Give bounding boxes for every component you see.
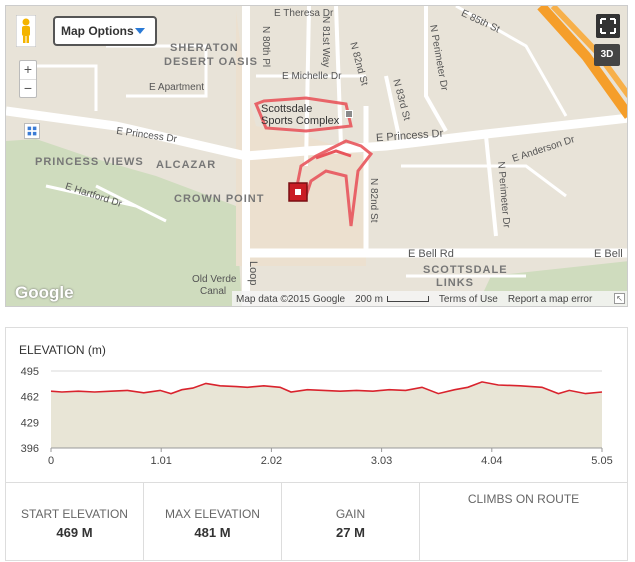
- map-data-text: Map data ©2015 Google: [236, 293, 346, 305]
- elevation-stats: START ELEVATION 469 M MAX ELEVATION 481 …: [6, 482, 627, 561]
- scale-label: 200 m: [355, 294, 429, 305]
- chevron-down-icon: [135, 28, 145, 34]
- x-tick-label: 5.05: [591, 455, 612, 467]
- street-label: N 80th Pl: [260, 26, 271, 68]
- street-label: Old Verde: [192, 274, 237, 285]
- fullscreen-icon[interactable]: [596, 14, 620, 38]
- terms-link[interactable]: Terms of Use: [438, 293, 498, 305]
- map-base-layer: [6, 6, 627, 306]
- street-label: E Bell Rd: [408, 248, 454, 260]
- y-tick-label: 429: [21, 417, 39, 429]
- street-label: Canal: [200, 286, 227, 297]
- report-error-link[interactable]: Report a map error: [507, 293, 593, 305]
- street-label: E Apartment: [149, 82, 205, 93]
- y-tick-label: 495: [21, 366, 39, 378]
- street-label: E Bell: [594, 248, 623, 260]
- elevation-title: ELEVATION (m): [19, 343, 106, 357]
- zoom-out-button[interactable]: −: [23, 80, 33, 96]
- elevation-area: [51, 381, 602, 448]
- street-label: Loop: [247, 261, 259, 286]
- poi-label[interactable]: Scottsdale Sports Complex: [261, 103, 340, 127]
- gain-stat: GAIN 27 M: [282, 483, 420, 561]
- poi-marker-icon: [345, 110, 353, 118]
- expand-corner-icon[interactable]: ↖: [614, 293, 625, 304]
- street-label: E Michelle Dr: [282, 71, 342, 82]
- x-tick-label: 0: [48, 455, 54, 467]
- y-tick-label: 462: [21, 392, 39, 404]
- rotate-icon[interactable]: [24, 123, 40, 139]
- route-map[interactable]: E Theresa Dr N 80th Pl N 81st Way N 82nd…: [5, 5, 628, 307]
- x-tick-label: 1.01: [150, 455, 171, 467]
- area-label: DESERT OASIS: [164, 56, 258, 68]
- google-logo: Google: [15, 283, 74, 302]
- climbs-stat: CLIMBS ON ROUTE: [467, 492, 580, 506]
- elevation-panel: ELEVATION (m) 495 462 429 396 0 1.01 2.02 3.03 4…: [5, 327, 628, 561]
- 3d-toggle-button[interactable]: 3D: [594, 44, 620, 66]
- area-label: ALCAZAR: [156, 159, 217, 171]
- area-label: LINKS: [436, 277, 474, 289]
- y-tick-label: 396: [21, 443, 39, 455]
- x-tick-label: 2.02: [261, 455, 282, 467]
- area-label: SHERATON: [170, 42, 239, 54]
- zoom-control: + −: [19, 60, 37, 98]
- street-label: E Theresa Dr: [274, 8, 334, 19]
- map-attribution: Map data ©2015 Google 200 m Terms of Use…: [232, 291, 627, 306]
- start-elevation-stat: START ELEVATION 469 M: [6, 483, 144, 561]
- area-label: PRINCESS VIEWS: [35, 156, 144, 168]
- elevation-line: [50, 381, 603, 395]
- x-tick-label: 4.04: [481, 455, 502, 467]
- max-elevation-stat: MAX ELEVATION 481 M: [144, 483, 282, 561]
- pegman-icon[interactable]: [16, 15, 36, 47]
- elevation-chart: 495 462 429 396 0 1.01 2.02 3.03 4.04 5.05: [21, 366, 613, 467]
- street-label: N 81st Way: [320, 16, 331, 68]
- map-options-button[interactable]: Map Options: [53, 16, 157, 46]
- area-label: SCOTTSDALE: [423, 264, 508, 276]
- zoom-in-button[interactable]: +: [23, 61, 33, 77]
- area-label: CROWN POINT: [174, 193, 265, 205]
- x-tick-label: 3.03: [371, 455, 392, 467]
- street-label: N 82nd St: [368, 178, 379, 223]
